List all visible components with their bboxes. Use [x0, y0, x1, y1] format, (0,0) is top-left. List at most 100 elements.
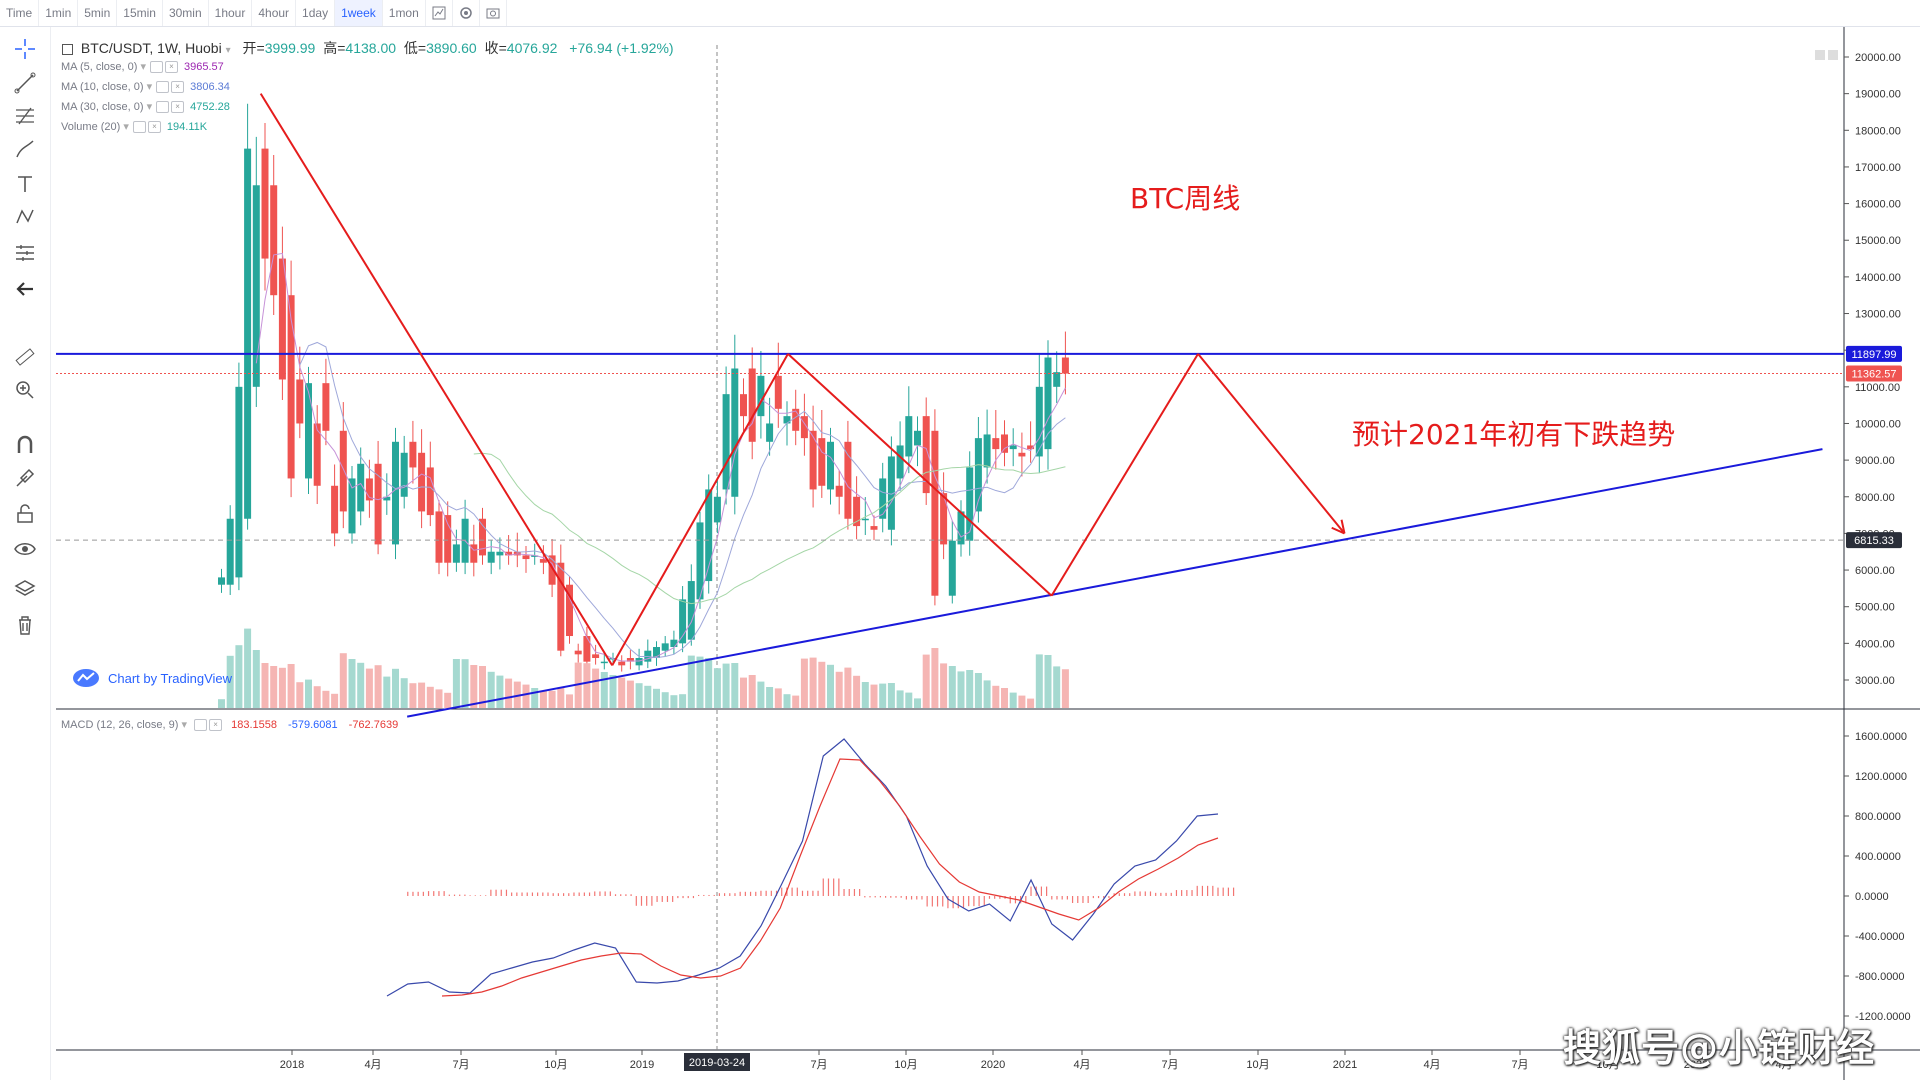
- trendline-icon[interactable]: [13, 71, 37, 95]
- chevron-down-icon[interactable]: ▾: [123, 121, 129, 133]
- macd-label: MACD (12, 26, close, 9): [61, 719, 179, 731]
- macd-tick-label: -1200.0000: [1855, 1011, 1911, 1023]
- volume-bar: [679, 694, 687, 708]
- timeframe-time[interactable]: Time: [0, 0, 40, 26]
- volume-bar: [818, 661, 826, 708]
- candle-body: [792, 408, 800, 431]
- eye-icon[interactable]: [156, 81, 170, 94]
- back-arrow-icon[interactable]: [13, 277, 37, 301]
- tradingview-branding[interactable]: Chart by TradingView: [72, 668, 232, 688]
- trash-icon[interactable]: [13, 613, 37, 637]
- current-price-tag: [1846, 365, 1902, 382]
- close-icon[interactable]: ×: [171, 81, 185, 94]
- magnet-icon[interactable]: [13, 433, 37, 457]
- timeframe-1min[interactable]: 1min: [39, 0, 79, 26]
- volume-bar: [844, 667, 852, 708]
- volume-bar: [635, 683, 643, 708]
- close-icon[interactable]: ×: [147, 121, 161, 134]
- candle-body: [522, 555, 530, 560]
- eye-icon[interactable]: [156, 101, 170, 114]
- macd-histogram: [407, 878, 1235, 909]
- candle-body: [757, 375, 765, 417]
- indicator-value: 4752.28: [190, 101, 230, 113]
- pane-button-icon[interactable]: [1815, 50, 1825, 60]
- candle-body: [574, 650, 582, 655]
- macd-legend: MACD (12, 26, close, 9) ▾ × 183.1558 -57…: [61, 718, 398, 732]
- layers-icon[interactable]: [13, 577, 37, 601]
- candle-body: [861, 518, 869, 521]
- volume-bar: [531, 688, 539, 708]
- zoom-in-icon[interactable]: [13, 378, 37, 402]
- chevron-down-icon[interactable]: ▾: [181, 719, 187, 731]
- ma-30-line: [473, 452, 1066, 605]
- volume-bar: [583, 663, 591, 708]
- price-tick-label: 4000.00: [1855, 638, 1895, 650]
- collapse-icon[interactable]: [62, 43, 73, 55]
- volume-bar: [339, 653, 347, 708]
- volume-bar: [940, 663, 948, 708]
- price-tick-label: 9000.00: [1855, 455, 1895, 467]
- chevron-down-icon[interactable]: ▾: [146, 101, 153, 113]
- lock-drawing-icon[interactable]: [13, 466, 37, 490]
- volume-bar: [1061, 669, 1069, 708]
- ruler-icon[interactable]: [13, 345, 37, 369]
- measure-bars-icon[interactable]: [13, 241, 37, 265]
- candle-body: [740, 394, 747, 417]
- settings-icon[interactable]: [453, 0, 480, 26]
- indicator-row: MA (5, close, 0) ▾ × 3965.57: [61, 60, 224, 74]
- timeframe-1hour[interactable]: 1hour: [209, 0, 253, 26]
- volume-bar: [435, 689, 443, 708]
- screenshot-icon[interactable]: [480, 0, 507, 26]
- volume-bar: [331, 693, 339, 708]
- candle-body: [313, 423, 321, 486]
- eye-icon[interactable]: [132, 121, 146, 134]
- timeframe-1day[interactable]: 1day: [296, 0, 336, 26]
- chevron-down-icon[interactable]: ▾: [225, 45, 231, 56]
- volume-bar: [948, 666, 956, 708]
- timeframe-1mon[interactable]: 1mon: [383, 0, 426, 26]
- timeframe-5min[interactable]: 5min: [78, 0, 118, 26]
- eye-icon[interactable]: [194, 719, 208, 732]
- chevron-down-icon[interactable]: ▾: [140, 61, 147, 73]
- indicators-icon[interactable]: [426, 0, 453, 26]
- volume-bar: [992, 685, 1000, 708]
- pane-button-icon[interactable]: [1828, 50, 1838, 60]
- current-price-tag-label: 11362.57: [1851, 369, 1896, 381]
- timeframe-15min[interactable]: 15min: [117, 0, 163, 26]
- time-tick-label: 4月: [1775, 1059, 1792, 1071]
- candle-body: [896, 445, 904, 479]
- timeframe-30min[interactable]: 30min: [163, 0, 209, 26]
- chevron-down-icon[interactable]: ▾: [146, 81, 153, 93]
- candle-body: [278, 258, 286, 380]
- timeframe-1week[interactable]: 1week: [335, 0, 383, 26]
- candle-body: [931, 430, 939, 596]
- candle-body: [983, 434, 991, 468]
- text-icon[interactable]: [13, 172, 37, 196]
- pattern-icon[interactable]: [13, 205, 37, 229]
- change-value: +76.94 (+1.92%): [569, 40, 674, 56]
- timeframe-4hour[interactable]: 4hour: [252, 0, 297, 26]
- volume-bar: [731, 663, 739, 708]
- eye-icon[interactable]: [150, 61, 164, 74]
- volume-bar: [261, 663, 269, 708]
- brush-icon[interactable]: [13, 137, 37, 161]
- unlock-icon[interactable]: [13, 502, 37, 526]
- macd-histogram-value: 183.1558: [231, 719, 277, 731]
- macd-tick-label: -800.0000: [1855, 971, 1905, 983]
- candle-body: [505, 551, 513, 556]
- symbol-name: BTC/USDT, 1W, Huobi: [80, 40, 222, 56]
- eye-icon[interactable]: [13, 537, 37, 561]
- fib-icon[interactable]: [13, 104, 37, 128]
- candle-body: [653, 647, 660, 659]
- time-tick-label: 10月: [1596, 1059, 1619, 1071]
- close-icon[interactable]: ×: [171, 101, 185, 114]
- time-tick-label: 10月: [544, 1059, 567, 1071]
- close-icon[interactable]: ×: [165, 61, 179, 74]
- macd-line-value: -579.6081: [288, 719, 338, 731]
- close-icon[interactable]: ×: [209, 719, 223, 732]
- candle-body: [418, 452, 426, 512]
- candle-body: [853, 496, 861, 527]
- candle-body: [339, 430, 347, 512]
- crosshair-icon[interactable]: [13, 37, 37, 61]
